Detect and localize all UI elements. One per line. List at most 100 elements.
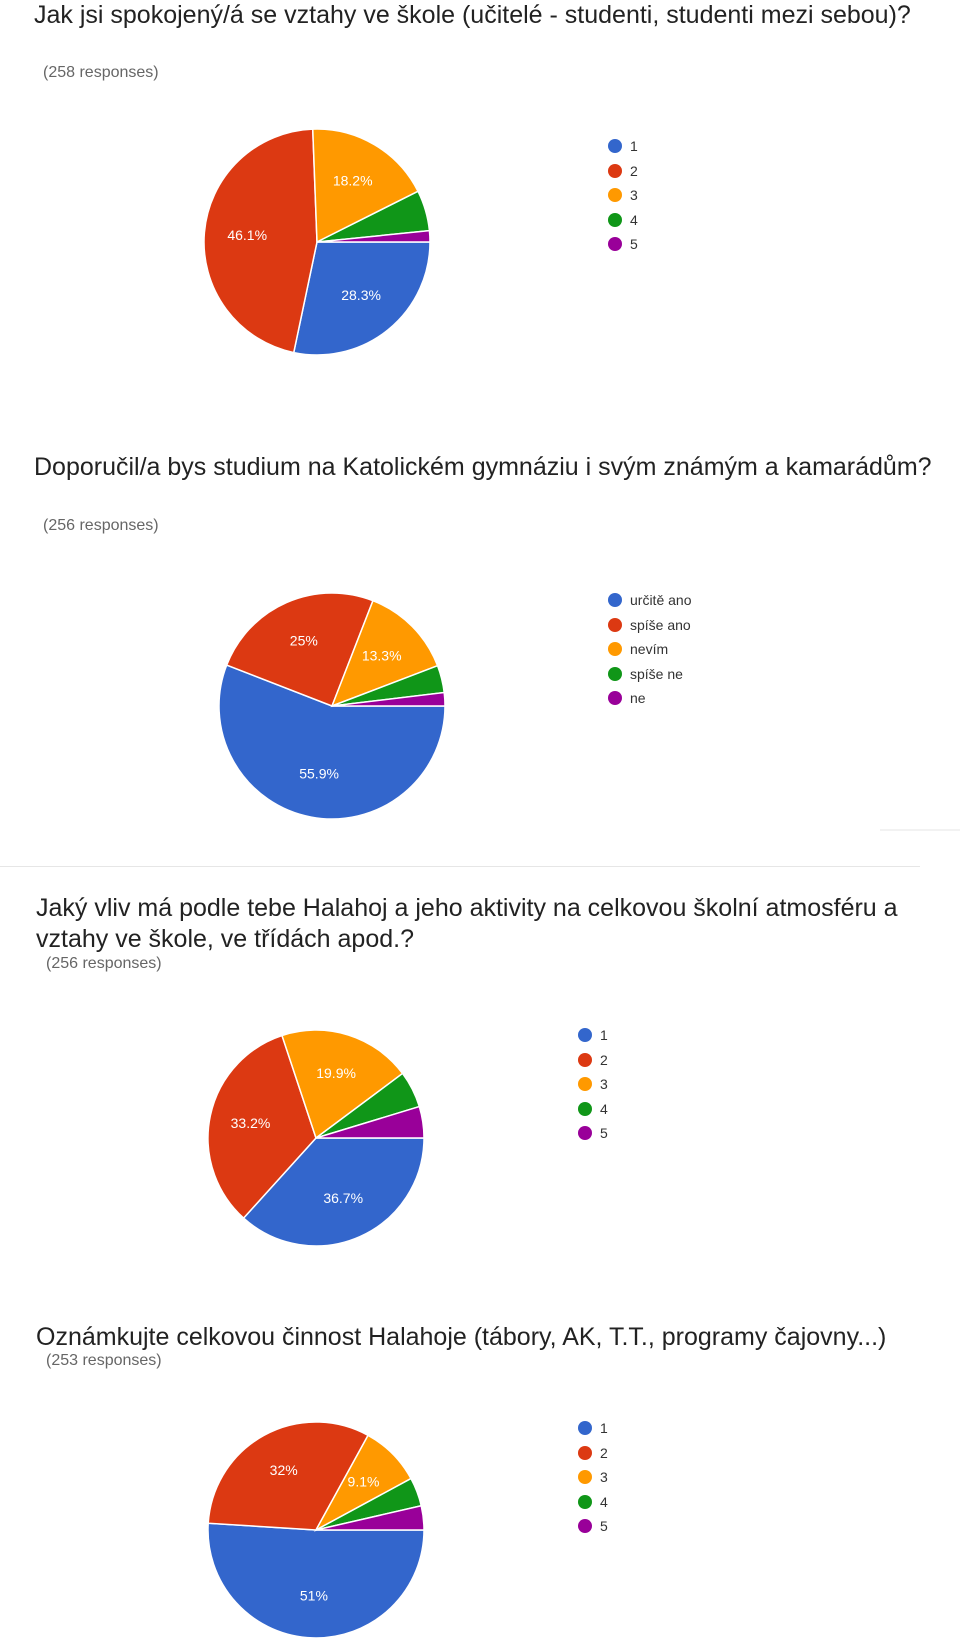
- legend-label: 2: [600, 1444, 608, 1461]
- pie-slice-2: [207, 1034, 317, 1220]
- legend-item: 4: [578, 1490, 608, 1515]
- legend-swatch: [578, 1028, 592, 1043]
- legend-swatch: [608, 139, 622, 154]
- legend-swatch: [608, 163, 622, 178]
- legend-label: 1: [630, 138, 638, 155]
- pie-slice-2: [203, 128, 318, 354]
- question-title: Oznámkujte celkovou činnost Halahoje (tá…: [36, 1323, 887, 1351]
- response-count: (256 responses): [46, 955, 162, 972]
- question-title: Jak jsi spokojený/á se vztahy ve škole (…: [34, 1, 911, 29]
- slice-data-label: 25%: [290, 633, 318, 649]
- slice-data-label: 51%: [300, 1588, 328, 1604]
- legend-label: spíše ne: [630, 665, 683, 682]
- legend-item: 4: [608, 208, 638, 233]
- pie-slice-2: [207, 1421, 370, 1531]
- legend-label: nevím: [630, 641, 669, 658]
- pie-chart: 28.3% 46.1% 18.2%: [203, 128, 431, 356]
- pie-slice-5: [315, 1105, 425, 1139]
- legend-label: 3: [630, 187, 638, 204]
- legend-item: 1: [608, 134, 638, 159]
- slice-data-label: 19.9%: [316, 1065, 356, 1081]
- pie-slice-nevím: [330, 599, 439, 708]
- legend-item: nevím: [608, 637, 691, 662]
- legend-item: 3: [578, 1465, 608, 1490]
- legend-label: 1: [600, 1027, 608, 1044]
- slice-data-label: 18.2%: [333, 172, 373, 188]
- legend-label: 5: [600, 1125, 608, 1142]
- pie-slice-ne: [331, 691, 446, 707]
- slice-data-label: 9.1%: [348, 1474, 380, 1490]
- slice-data-label: 28.3%: [341, 287, 381, 303]
- legend-item: 1: [578, 1416, 608, 1441]
- legend-swatch: [608, 642, 622, 657]
- legend-swatch: [578, 1445, 592, 1460]
- legend-label: 3: [600, 1076, 608, 1093]
- pie-chart: 36.7% 33.2% 19.9%: [207, 1029, 425, 1247]
- legend-item: 5: [608, 232, 638, 257]
- pie-slice-5: [316, 229, 431, 243]
- legend-item: určitě ano: [608, 588, 691, 613]
- chart-legend: 1 2 3 4 5: [608, 134, 638, 257]
- question-title: Jaký vliv má podle tebe Halahoj a jeho a…: [36, 894, 898, 953]
- slice-data-label: 46.1%: [227, 227, 267, 243]
- pie-slice-3: [311, 128, 420, 244]
- legend-swatch: [578, 1126, 592, 1141]
- legend-label: 2: [630, 162, 638, 179]
- legend-swatch: [608, 691, 622, 706]
- legend-swatch: [578, 1470, 592, 1485]
- legend-swatch: [578, 1077, 592, 1092]
- pie-chart: 55.9% 25% 13.3%: [218, 592, 446, 820]
- legend-label: 2: [600, 1051, 608, 1068]
- legend-swatch: [578, 1494, 592, 1509]
- legend-swatch: [608, 188, 622, 203]
- legend-swatch: [578, 1519, 592, 1534]
- legend-swatch: [578, 1101, 592, 1116]
- legend-label: 3: [600, 1469, 608, 1486]
- pie-slice-spíše-ano: [225, 592, 374, 707]
- slice-data-label: 33.2%: [231, 1115, 271, 1131]
- legend-item: 2: [578, 1048, 608, 1073]
- section-divider: [0, 866, 920, 867]
- legend-item: 4: [578, 1097, 608, 1122]
- slice-data-label: 32%: [270, 1462, 298, 1478]
- legend-item: spíše ano: [608, 613, 691, 638]
- legend-swatch: [578, 1052, 592, 1067]
- pie-slice-určitě-ano: [218, 664, 446, 820]
- slice-data-label: 55.9%: [299, 766, 339, 782]
- question-title: Doporučil/a bys studium na Katolickém gy…: [34, 453, 932, 481]
- legend-label: 1: [600, 1420, 608, 1437]
- chart-legend: 1 2 3 4 5: [578, 1023, 608, 1146]
- legend-swatch: [608, 237, 622, 252]
- chart-legend: 1 2 3 4 5: [578, 1416, 608, 1539]
- legend-swatch: [608, 593, 622, 608]
- legend-label: spíše ano: [630, 616, 691, 633]
- pie-slice-3: [281, 1029, 404, 1140]
- page-edge-mark: [880, 829, 960, 831]
- legend-label: 4: [600, 1100, 608, 1117]
- pie-chart: 51% 32% 9.1%: [207, 1421, 425, 1639]
- legend-item: 3: [578, 1072, 608, 1097]
- pie-slice-1: [242, 1137, 425, 1247]
- legend-item: 5: [578, 1514, 608, 1539]
- legend-item: 2: [608, 159, 638, 184]
- legend-swatch: [608, 212, 622, 227]
- pie-slice-5: [315, 1504, 425, 1531]
- legend-label: 5: [630, 236, 638, 253]
- legend-label: 4: [630, 211, 638, 228]
- legend-swatch: [578, 1421, 592, 1436]
- legend-item: 3: [608, 183, 638, 208]
- legend-label: 5: [600, 1518, 608, 1535]
- legend-swatch: [608, 666, 622, 681]
- response-count: (253 responses): [46, 1352, 162, 1369]
- legend-item: 2: [578, 1441, 608, 1466]
- legend-item: 5: [578, 1121, 608, 1146]
- chart-legend: určitě ano spíše ano nevím spíše ne ne: [608, 588, 691, 711]
- pie-slice-1: [207, 1522, 425, 1639]
- response-count: (256 responses): [43, 517, 159, 534]
- pie-slice-1: [292, 241, 431, 356]
- legend-swatch: [608, 617, 622, 632]
- slice-data-label: 36.7%: [323, 1190, 363, 1206]
- legend-label: ne: [630, 690, 646, 707]
- legend-item: ne: [608, 686, 691, 711]
- legend-item: 1: [578, 1023, 608, 1048]
